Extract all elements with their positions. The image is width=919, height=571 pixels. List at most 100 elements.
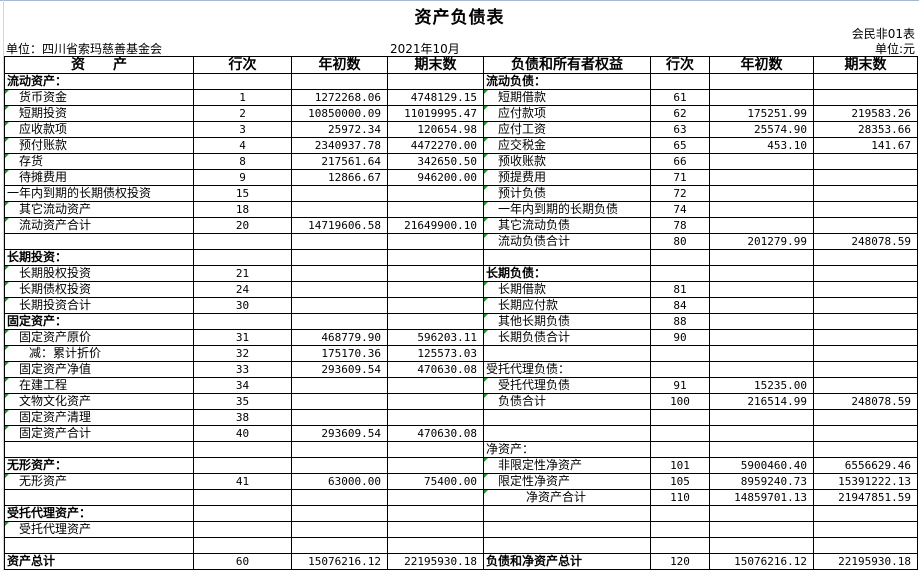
asset-name-cell[interactable]: 预付账款 [4,137,194,154]
liability-name-cell[interactable]: 受托代理负债： [483,361,651,378]
asset-begin-cell[interactable] [291,505,388,522]
asset-begin-cell[interactable]: 293609.54 [291,425,388,442]
liability-end-cell[interactable] [813,313,918,330]
asset-end-cell[interactable] [387,409,484,426]
asset-begin-cell[interactable] [291,249,388,266]
asset-begin-cell[interactable] [291,521,388,538]
liability-end-cell[interactable] [813,89,918,106]
header-end-balance[interactable]: 期末数 [387,56,484,74]
liability-name-cell[interactable] [483,537,651,554]
liability-line-no-cell[interactable]: 84 [650,297,710,314]
liability-end-cell[interactable] [813,409,918,426]
liability-line-no-cell[interactable]: 63 [650,121,710,138]
asset-begin-cell[interactable] [291,457,388,474]
liability-name-cell[interactable]: 限定性净资产 [483,473,651,490]
asset-line-no-cell[interactable]: 15 [193,185,292,202]
asset-line-no-cell[interactable]: 30 [193,297,292,314]
asset-name-cell[interactable] [4,233,194,250]
asset-end-cell[interactable]: 4748129.15 [387,89,484,106]
liability-end-cell[interactable] [813,537,918,554]
asset-line-no-cell[interactable] [193,441,292,458]
liability-begin-cell[interactable] [709,361,814,378]
asset-line-no-cell[interactable]: 34 [193,377,292,394]
asset-name-cell[interactable]: 受托代理资产： [4,505,194,522]
liability-line-no-cell[interactable]: 80 [650,233,710,250]
liability-begin-cell[interactable]: 201279.99 [709,233,814,250]
liability-begin-cell[interactable] [709,409,814,426]
liability-line-no-cell[interactable]: 90 [650,329,710,346]
liability-end-cell[interactable] [813,217,918,234]
liability-line-no-cell[interactable]: 66 [650,153,710,170]
asset-line-no-cell[interactable]: 1 [193,89,292,106]
asset-begin-cell[interactable] [291,201,388,218]
asset-name-cell[interactable] [4,489,194,506]
liability-line-no-cell[interactable] [650,265,710,282]
liability-line-no-cell[interactable]: 105 [650,473,710,490]
asset-end-cell[interactable] [387,249,484,266]
asset-line-no-cell[interactable] [193,489,292,506]
asset-end-cell[interactable] [387,297,484,314]
asset-begin-cell[interactable]: 2340937.78 [291,137,388,154]
asset-name-cell[interactable]: 固定资产净值 [4,361,194,378]
liability-line-no-cell[interactable] [650,409,710,426]
liability-end-cell[interactable] [813,281,918,298]
liability-begin-cell[interactable] [709,265,814,282]
liability-begin-cell[interactable]: 15235.00 [709,377,814,394]
liability-begin-cell[interactable] [709,521,814,538]
asset-name-cell[interactable]: 待摊费用 [4,169,194,186]
liability-name-cell[interactable]: 其他长期负债 [483,313,651,330]
asset-end-cell[interactable]: 946200.00 [387,169,484,186]
asset-name-cell[interactable]: 固定资产合计 [4,425,194,442]
liability-begin-cell[interactable] [709,153,814,170]
liability-end-cell[interactable]: 22195930.18 [813,553,918,570]
liability-begin-cell[interactable]: 216514.99 [709,393,814,410]
liability-line-no-cell[interactable]: 72 [650,185,710,202]
liability-begin-cell[interactable] [709,281,814,298]
liability-begin-cell[interactable] [709,297,814,314]
liability-begin-cell[interactable] [709,201,814,218]
asset-name-cell[interactable]: 长期投资合计 [4,297,194,314]
asset-line-no-cell[interactable] [193,313,292,330]
liability-name-cell[interactable]: 流动负债： [483,73,651,90]
liability-end-cell[interactable] [813,345,918,362]
liability-begin-cell[interactable] [709,537,814,554]
liability-line-no-cell[interactable] [650,441,710,458]
liability-line-no-cell[interactable]: 62 [650,105,710,122]
asset-end-cell[interactable]: 11019995.47 [387,105,484,122]
liability-begin-cell[interactable]: 14859701.13 [709,489,814,506]
liability-name-cell[interactable]: 长期借款 [483,281,651,298]
asset-line-no-cell[interactable]: 32 [193,345,292,362]
asset-end-cell[interactable] [387,313,484,330]
liability-end-cell[interactable] [813,265,918,282]
liability-name-cell[interactable]: 预计负债 [483,185,651,202]
header-end-balance-2[interactable]: 期末数 [813,56,918,74]
asset-end-cell[interactable]: 21649900.10 [387,217,484,234]
liability-name-cell[interactable]: 净资产合计 [483,489,651,506]
asset-name-cell[interactable]: 文物文化资产 [4,393,194,410]
liability-name-cell[interactable] [483,425,651,442]
asset-begin-cell[interactable] [291,489,388,506]
asset-begin-cell[interactable]: 217561.64 [291,153,388,170]
asset-name-cell[interactable]: 存货 [4,153,194,170]
asset-line-no-cell[interactable]: 41 [193,473,292,490]
asset-end-cell[interactable] [387,521,484,538]
asset-begin-cell[interactable] [291,281,388,298]
liability-name-cell[interactable]: 负债和净资产总计 [483,553,651,570]
liability-line-no-cell[interactable]: 61 [650,89,710,106]
asset-end-cell[interactable]: 596203.11 [387,329,484,346]
liability-name-cell[interactable] [483,249,651,266]
header-begin-balance[interactable]: 年初数 [291,56,388,74]
liability-line-no-cell[interactable]: 78 [650,217,710,234]
asset-begin-cell[interactable] [291,313,388,330]
asset-name-cell[interactable] [4,537,194,554]
asset-name-cell[interactable]: 流动资产合计 [4,217,194,234]
asset-end-cell[interactable] [387,185,484,202]
liability-name-cell[interactable]: 非限定性净资产 [483,457,651,474]
asset-begin-cell[interactable] [291,73,388,90]
liability-end-cell[interactable]: 21947851.59 [813,489,918,506]
header-line-no-2[interactable]: 行次 [650,56,710,74]
liability-end-cell[interactable]: 28353.66 [813,121,918,138]
liability-name-cell[interactable] [483,521,651,538]
liability-begin-cell[interactable] [709,89,814,106]
liability-name-cell[interactable]: 受托代理负债 [483,377,651,394]
